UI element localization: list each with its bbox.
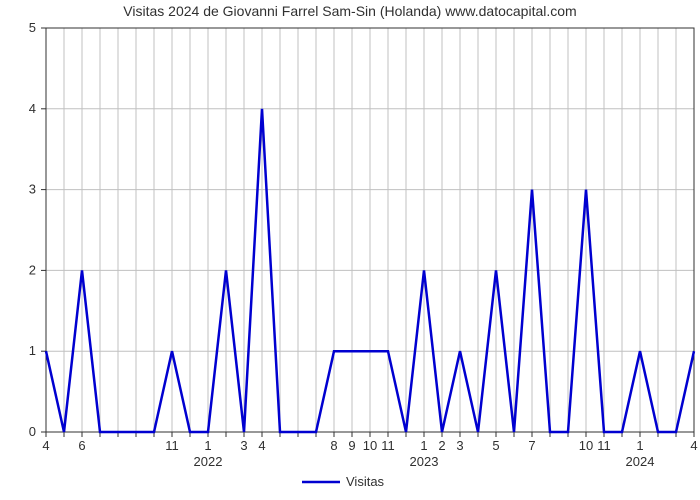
x-tick-label: 10 <box>363 438 377 453</box>
legend-label: Visitas <box>346 474 385 489</box>
x-tick-label: 1 <box>420 438 427 453</box>
x-year-label: 2022 <box>194 454 223 469</box>
x-tick-label: 6 <box>78 438 85 453</box>
line-chart: Visitas 2024 de Giovanni Farrel Sam-Sin … <box>0 0 700 500</box>
x-tick-label: 10 <box>579 438 593 453</box>
x-tick-label: 1 <box>204 438 211 453</box>
y-tick-label: 2 <box>29 262 36 277</box>
x-tick-label: 11 <box>165 438 179 453</box>
x-tick-label: 2 <box>438 438 445 453</box>
x-tick-label: 11 <box>597 438 611 453</box>
x-tick-label: 8 <box>330 438 337 453</box>
y-tick-label: 4 <box>29 101 36 116</box>
chart-title: Visitas 2024 de Giovanni Farrel Sam-Sin … <box>123 3 576 19</box>
x-tick-label: 4 <box>42 438 49 453</box>
y-tick-label: 1 <box>29 343 36 358</box>
x-tick-label: 5 <box>492 438 499 453</box>
y-tick-label: 0 <box>29 424 36 439</box>
x-tick-label: 11 <box>381 438 395 453</box>
x-tick-label: 3 <box>240 438 247 453</box>
x-year-label: 2023 <box>410 454 439 469</box>
x-tick-label: 9 <box>348 438 355 453</box>
x-tick-label: 3 <box>456 438 463 453</box>
x-tick-label: 4 <box>258 438 265 453</box>
x-tick-label: 1 <box>636 438 643 453</box>
y-tick-label: 5 <box>29 20 36 35</box>
x-year-label: 2024 <box>626 454 655 469</box>
x-tick-label: 7 <box>528 438 535 453</box>
chart-container: Visitas 2024 de Giovanni Farrel Sam-Sin … <box>0 0 700 500</box>
y-tick-label: 3 <box>29 182 36 197</box>
x-tick-label: 4 <box>690 438 697 453</box>
